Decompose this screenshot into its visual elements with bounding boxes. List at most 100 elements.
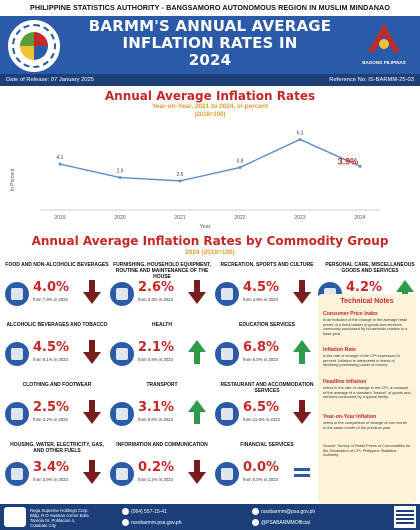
- education-icon: [215, 342, 239, 366]
- footer-social[interactable]: @PSABARMMOfficial: [252, 519, 310, 526]
- x-tick-label: 2019: [54, 215, 65, 221]
- technical-notes: Technical Notes Consumer Price Index is …: [318, 294, 416, 504]
- title-line-1: BARMM'S ANNUAL AVERAGE: [88, 17, 332, 35]
- chart-base-year: (2018=100): [194, 112, 226, 118]
- commodity-rate: 4.0%: [33, 280, 70, 295]
- bagong-pilipinas-logo: BAGONG PILIPINAS: [356, 22, 412, 70]
- cpi-heading: Consumer Price Index: [323, 311, 378, 317]
- commodity-group: FINANCIAL SERVICES 0.0% from 0.0% in 2023: [215, 442, 319, 504]
- equal-icon: [294, 468, 310, 477]
- psa-seal-icon: [6, 18, 62, 74]
- data-point: [58, 162, 62, 166]
- data-point: [238, 165, 242, 169]
- yoy-text: refers to the comparison of change of on…: [323, 420, 407, 430]
- commodity-name: CLOTHING AND FOOTWEAR: [22, 382, 92, 388]
- arrow-up-icon: [293, 340, 311, 364]
- y-axis-label: In Percent: [10, 168, 16, 191]
- commodity-previous: from 0.8% in 2023: [138, 357, 173, 362]
- yoy-heading: Year-on-Year Inflation: [323, 414, 377, 420]
- commodity-rate: 3.4%: [33, 460, 70, 475]
- release-date: Date of Release: 07 January 2025: [6, 77, 94, 83]
- social-link[interactable]: @PSABARMMOfficial: [261, 519, 310, 526]
- commodity-previous: from 11.6% in 2023: [243, 417, 280, 422]
- commodity-previous: from 3.9% in 2023: [33, 477, 68, 482]
- title-line-2: INFLATION RATES IN: [122, 34, 298, 52]
- address-line-2: Bldg. R.O Awanan corner Edra: [30, 513, 89, 518]
- mail-icon: [252, 508, 259, 515]
- headline-text: refers to the rate of change in the CPI,…: [323, 385, 411, 400]
- commodity-rate: 4.2%: [346, 280, 383, 295]
- x-tick-label: 2021: [174, 215, 185, 221]
- commodity-name: RESTAURANT AND ACCOMMODATION SERVICES: [220, 382, 314, 394]
- commodity-group: CLOTHING AND FOOTWEAR 2.5% from 3.2% in 20…: [5, 382, 109, 444]
- commodity-name: RECREATION, SPORTS AND CULTURE: [220, 262, 314, 268]
- commodity-name: ALCOHOLIC BEVERAGES AND TOBACCO: [6, 322, 108, 328]
- commodity-previous: from 3.2% in 2023: [33, 417, 68, 422]
- commodity-previous: from 0.6% in 2023: [138, 417, 173, 422]
- qr-code-icon: [394, 506, 416, 528]
- commodity-group: HEALTH 2.1% from 0.8% in 2023: [110, 322, 214, 384]
- money-icon: [215, 462, 239, 486]
- footer-website[interactable]: rssobarmm.psa.gov.ph: [122, 519, 181, 526]
- footer: Rega Supreme Holdings Corp. Bldg. R.O Aw…: [0, 504, 420, 530]
- notes-source: Source: Survey of Retail Prices of Commo…: [323, 443, 411, 458]
- commodity-rate: 4.5%: [33, 340, 70, 355]
- x-tick-label: 2020: [114, 215, 125, 221]
- inflation-text: is the rate of change of the CPI express…: [323, 353, 400, 368]
- arrow-down-icon: [293, 280, 311, 304]
- reference-number: Reference No: IS-BARMM-25-03: [329, 77, 414, 83]
- phone-icon: [122, 508, 129, 515]
- section-subtitle: 2024 (2018=100): [185, 249, 235, 256]
- data-label: 4.1: [57, 155, 64, 161]
- arrow-down-icon: [83, 340, 101, 364]
- email-link[interactable]: rssobarmm@psa.gov.ph: [261, 508, 316, 515]
- clothing-icon: [5, 402, 29, 426]
- commodity-group: EDUCATION SERVICES 6.8% from 5.0% in 2023: [215, 322, 319, 384]
- x-tick-label: 2024: [354, 215, 365, 221]
- footer-email[interactable]: rssobarmm@psa.gov.ph: [252, 508, 315, 515]
- bp-label: BAGONG PILIPINAS: [362, 60, 406, 65]
- commodity-rate: 6.5%: [243, 400, 280, 415]
- series-line: [59, 138, 361, 182]
- commodity-rate: 3.1%: [138, 400, 175, 415]
- chart-subtitle: Year-on-Year, 2021 to 2024, in percent: [151, 103, 269, 110]
- restaurant-icon: [215, 402, 239, 426]
- gamepad-icon: [215, 282, 239, 306]
- commodity-rate: 6.8%: [243, 340, 280, 355]
- website-link[interactable]: rssobarmm.psa.gov.ph: [131, 519, 182, 526]
- arrow-down-icon: [293, 400, 311, 424]
- address-line-1: Rega Supreme Holdings Corp.: [30, 508, 89, 513]
- commodity-previous: from 0.0% in 2023: [243, 477, 278, 482]
- commodity-group: FOOD AND NON-ALCOHOLIC BEVERAGES 4.0% from…: [5, 262, 109, 324]
- chart-title: Annual Average Inflation Rates: [104, 89, 316, 103]
- address-line-4: Cotabato City: [30, 523, 57, 528]
- car-icon: [110, 402, 134, 426]
- headline-heading: Headline Inflation: [323, 379, 367, 385]
- meta-bar: Date of Release: 07 January 2025 Referen…: [0, 74, 420, 86]
- commodity-name: HOUSING, WATER, ELECTRICITY, GAS, AND OT…: [10, 442, 104, 454]
- authority-banner: PHILIPPINE STATISTICS AUTHORITY - BANGSA…: [0, 0, 420, 16]
- page-title: BARMM'S ANNUAL AVERAGE INFLATION RATES I…: [70, 18, 350, 69]
- commodity-group: RESTAURANT AND ACCOMMODATION SERVICES 6.5…: [215, 382, 319, 444]
- notes-title: Technical Notes: [340, 298, 394, 305]
- title-line-3: 2024: [188, 51, 232, 69]
- commodity-previous: from 4.8% in 2023: [243, 297, 278, 302]
- data-label: 6.3: [297, 130, 304, 136]
- phone-text: (064) 557-15-41: [131, 508, 167, 515]
- commodity-name: EDUCATION SERVICES: [239, 322, 295, 328]
- data-point: [358, 164, 362, 168]
- commodity-rate: 2.1%: [138, 340, 175, 355]
- commodity-previous: from 3.3% in 2023: [138, 297, 173, 302]
- health-icon: [110, 342, 134, 366]
- commodity-group: TRANSPORT 3.1% from 0.6% in 2023: [110, 382, 214, 444]
- commodity-group: HOUSING, WATER, ELECTRICITY, GAS, AND OT…: [5, 442, 109, 504]
- house-icon: [5, 462, 29, 486]
- sun-emblem-icon: [368, 24, 400, 52]
- sofa-icon: [110, 282, 134, 306]
- arrow-up-icon: [188, 340, 206, 364]
- commodity-previous: from 5.0% in 2023: [243, 357, 278, 362]
- data-label: 2.9: [117, 169, 124, 175]
- data-label: 3.9%: [338, 156, 359, 166]
- commodity-name: FINANCIAL SERVICES: [240, 442, 294, 448]
- commodity-name: INFORMATION AND COMMUNICATION: [116, 442, 208, 448]
